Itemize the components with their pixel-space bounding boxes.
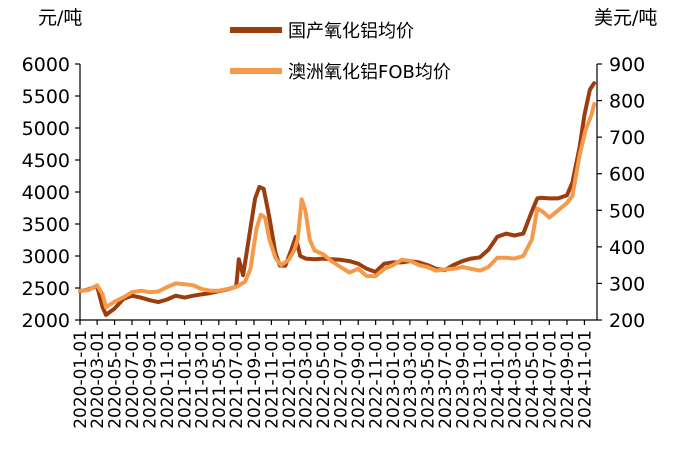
x-tick-label: 2021-05-01 [210,330,230,429]
x-tick-label: 2023-03-01 [401,330,421,429]
x-tick-label: 2021-03-01 [192,330,212,429]
x-tick-label: 2023-07-01 [436,330,456,429]
x-tick-label: 2023-05-01 [418,330,438,429]
x-tick-label: 2020-07-01 [123,330,143,429]
x-tick-label: 2024-05-01 [523,330,543,429]
right-axis-ticks: 200 300 400 500 600 700 800 900 [597,54,645,332]
x-tick-label: 2022-01-01 [280,330,300,429]
right-tick-label: 700 [609,127,645,149]
left-axis-ticks: 2000 2500 3000 3500 4000 4500 5000 5500 6000 [22,54,80,332]
series-line-australia [78,102,597,310]
x-axis-ticks: 2020-01-012020-03-012020-05-012020-07-01… [71,320,595,429]
x-tick-label: 2020-03-01 [88,330,108,429]
left-tick-label: 5500 [22,86,70,108]
x-tick-label: 2021-09-01 [245,330,265,429]
x-tick-label: 2024-03-01 [505,330,525,429]
x-tick-label: 2020-09-01 [141,330,161,429]
x-tick-label: 2021-01-01 [176,330,196,429]
x-tick-label: 2024-01-01 [488,330,508,429]
left-tick-label: 3500 [22,214,70,236]
legend-label-domestic: 国产氧化铝均价 [288,21,414,42]
left-tick-label: 2500 [22,278,70,300]
right-tick-label: 500 [609,200,645,222]
x-tick-label: 2022-05-01 [314,330,334,429]
x-tick-label: 2021-11-01 [262,330,282,429]
axes [79,64,598,321]
x-tick-label: 2020-05-01 [106,330,126,429]
x-tick-label: 2022-03-01 [297,330,317,429]
right-tick-label: 800 [609,91,645,113]
x-tick-label: 2022-11-01 [367,330,387,429]
x-tick-label: 2023-01-01 [384,330,404,429]
legend: 国产氧化铝均价 澳洲氧化铝FOB均价 [230,21,451,83]
x-tick-label: 2020-01-01 [71,330,91,429]
left-tick-label: 5000 [22,118,70,140]
series-line-domestic [78,81,597,317]
x-tick-label: 2023-09-01 [453,330,473,429]
x-tick-label: 2022-09-01 [349,330,369,429]
right-axis-unit: 美元/吨 [594,7,657,29]
left-tick-label: 4500 [22,150,70,172]
left-tick-label: 3000 [22,246,70,268]
right-tick-label: 600 [609,164,645,186]
left-axis-unit: 元/吨 [38,7,82,29]
x-tick-label: 2020-11-01 [158,330,178,429]
right-tick-label: 200 [609,310,645,332]
series-lines [78,81,597,317]
left-tick-label: 2000 [22,310,70,332]
x-tick-label: 2022-07-01 [331,330,351,429]
left-tick-label: 4000 [22,182,70,204]
x-tick-label: 2024-09-01 [558,330,578,429]
x-tick-label: 2023-11-01 [471,330,491,429]
left-tick-label: 6000 [22,54,70,76]
right-tick-label: 400 [609,237,645,259]
right-tick-label: 300 [609,273,645,295]
right-tick-label: 900 [609,54,645,76]
x-tick-label: 2024-11-01 [575,330,595,429]
x-tick-label: 2024-07-01 [540,330,560,429]
x-tick-label: 2021-07-01 [227,330,247,429]
legend-label-australia: 澳洲氧化铝FOB均价 [288,62,451,83]
